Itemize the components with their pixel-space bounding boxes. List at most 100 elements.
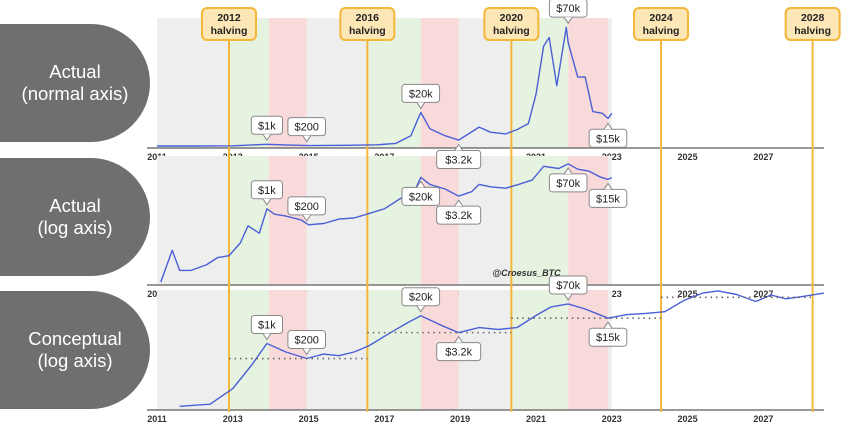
- halving-label-year: 2024: [649, 12, 673, 24]
- price-callout: $15k: [588, 122, 628, 148]
- callout-label: $3.2k: [445, 347, 472, 359]
- callout-pointer: [302, 348, 312, 356]
- band-accum-3: [607, 18, 612, 148]
- callout-pointer: [454, 335, 464, 343]
- price-callout: $3.2k: [436, 143, 482, 169]
- band-bear-3: [568, 18, 608, 148]
- x-tick-label: 2019: [450, 414, 470, 424]
- band-bear-1: [268, 156, 307, 285]
- band-bear-2: [420, 18, 459, 148]
- callout-label: $70k: [556, 3, 580, 15]
- callout-pointer: [262, 333, 272, 341]
- callout-label: $3.2k: [445, 154, 472, 166]
- band-bull-3: [511, 290, 569, 410]
- callout-pointer: [262, 134, 272, 142]
- halving-label-text: halving: [211, 25, 248, 37]
- x-tick-label: 2027: [753, 414, 773, 424]
- band-bear-3: [568, 290, 608, 410]
- price-callout: $3.2k: [436, 335, 482, 362]
- band-bear-1: [268, 290, 307, 410]
- panel-label-actual-log: Actual (log axis): [0, 158, 150, 276]
- x-tick-label: 2021: [526, 414, 546, 424]
- halving-label-box: [339, 7, 396, 41]
- price-callout: $70k: [548, 167, 588, 193]
- x-tick-label: 2015: [299, 414, 319, 424]
- x-tick-label: 2025: [678, 414, 698, 424]
- callout-label: $200: [294, 122, 318, 134]
- price-line: [157, 26, 613, 147]
- band-bull-2: [367, 156, 421, 285]
- panel-label-actual-normal: Actual (normal axis): [0, 24, 150, 142]
- panel-label-conceptual-log: Conceptual (log axis): [0, 291, 150, 409]
- price-callout: $3.2k: [436, 199, 482, 225]
- price-callout: $200: [287, 196, 326, 222]
- band-accum-3: [607, 290, 612, 410]
- halving-label-text: halving: [349, 25, 386, 37]
- price-callout: $20k: [401, 180, 441, 206]
- price-callout: $1k: [250, 180, 284, 206]
- band-accum-3: [607, 156, 612, 285]
- chart-panel-3: 2011 2013 2015 2017 2019 2021 2023 2025 2027: [147, 290, 824, 424]
- halving-label-box: [784, 7, 841, 41]
- callout-label: $70k: [556, 178, 580, 190]
- callout-pointer: [416, 180, 426, 188]
- callout-pointer: [262, 198, 272, 206]
- callout-label: $3.2k: [445, 210, 472, 222]
- callout-pointer: [603, 182, 613, 190]
- callout-label: $200: [294, 201, 318, 213]
- price-callout: $70k: [548, 275, 588, 301]
- callout-pointer: [454, 199, 464, 207]
- price-callout: $70k: [548, 0, 588, 25]
- callout-pointer: [603, 122, 613, 130]
- x-tick-label: 2027: [753, 289, 773, 299]
- callout-pointer: [416, 305, 426, 313]
- band-accum-1: [306, 156, 368, 285]
- x-tick-label: 2027: [753, 152, 773, 162]
- callout-label: $15k: [596, 193, 620, 205]
- halving-label-box: [483, 7, 540, 41]
- callout-pointer: [302, 214, 312, 222]
- callout-label: $15k: [596, 133, 620, 145]
- callout-pointer: [302, 135, 312, 143]
- callout-pointer: [563, 167, 573, 175]
- callout-label: $15k: [596, 332, 620, 344]
- price-line: [160, 163, 613, 283]
- callout-label: $200: [294, 335, 318, 347]
- halving-label-text: halving: [493, 25, 530, 37]
- halving-label-text: halving: [794, 25, 831, 37]
- halving-label-box: [633, 7, 690, 41]
- price-callout: $15k: [588, 321, 628, 347]
- price-callout: $20k: [401, 287, 441, 313]
- x-tick-label: 2023: [602, 414, 622, 424]
- price-callout: $1k: [250, 314, 284, 341]
- halving-label-year: 2012: [217, 12, 241, 24]
- callout-label: $1k: [258, 319, 276, 331]
- band-bull-1: [229, 156, 269, 285]
- x-tick-label: 2013: [223, 414, 243, 424]
- callout-pointer: [603, 321, 613, 329]
- x-tick-label: 2017: [374, 414, 394, 424]
- band-pre-halving: [157, 290, 230, 410]
- callout-pointer: [454, 143, 464, 151]
- halving-label-box: [201, 7, 258, 41]
- callout-label: $20k: [409, 292, 433, 304]
- price-callout: $15k: [588, 182, 628, 208]
- halving-label-year: 2020: [500, 12, 524, 24]
- price-line: [179, 290, 825, 407]
- price-callout: $20k: [401, 83, 441, 110]
- price-callout: $1k: [250, 115, 284, 142]
- x-tick-label: 2011: [147, 414, 167, 424]
- price-callout: $200: [287, 330, 326, 356]
- callout-label: $1k: [258, 185, 276, 197]
- band-pre-halving: [157, 156, 230, 285]
- callout-pointer: [563, 293, 573, 301]
- band-bull-2: [367, 290, 421, 410]
- callout-pointer: [563, 16, 573, 25]
- x-tick-label: 2025: [678, 289, 698, 299]
- halving-label-text: halving: [643, 25, 680, 37]
- price-callout: $200: [287, 117, 326, 143]
- callout-label: $20k: [409, 88, 433, 100]
